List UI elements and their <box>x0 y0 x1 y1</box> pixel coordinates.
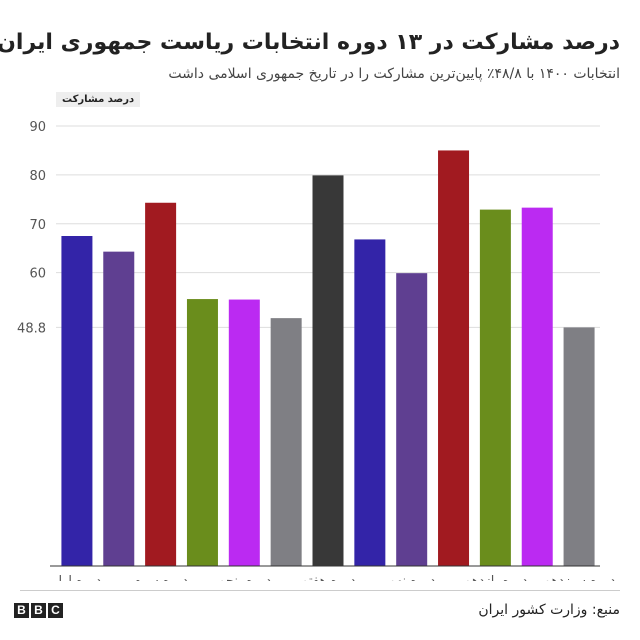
bar <box>438 150 470 566</box>
y-tick-label: 70 <box>29 218 46 233</box>
logo-letter: B <box>31 603 46 618</box>
x-tick-label: دوره سیزدهم <box>543 574 616 589</box>
chart-subtitle: انتخابات ۱۴۰۰ با ۴۸/۸٪ پایین‌ترین مشارکت… <box>168 66 620 82</box>
source-note: منبع: وزارت کشور ایران <box>478 602 620 618</box>
bbc-logo: B B C <box>14 603 63 618</box>
bar <box>145 202 177 566</box>
chart-title: درصد مشارکت در ۱۳ دوره انتخابات ریاست جم… <box>0 30 620 55</box>
bar <box>312 175 344 566</box>
bar <box>396 273 428 566</box>
y-tick-label: 90 <box>29 120 46 135</box>
bar <box>479 209 511 566</box>
bar <box>354 239 386 566</box>
bar <box>521 207 553 566</box>
x-tick-label: دوره یازدهم <box>463 574 528 589</box>
y-axis-label: درصد مشارکت <box>56 92 141 107</box>
y-tick-label: 80 <box>29 169 46 184</box>
x-tick-label: دوره پنجم <box>217 574 271 589</box>
x-tick-label: دوره نهم <box>388 574 436 589</box>
footer-divider <box>20 590 620 591</box>
x-tick-label: دوره هفتم <box>300 574 356 589</box>
bar <box>61 236 93 566</box>
bar <box>270 318 302 566</box>
bar <box>228 299 260 566</box>
bar <box>186 299 218 566</box>
x-tick-label: دوره سوم <box>133 574 188 589</box>
y-tick-label: 60 <box>29 267 46 282</box>
x-tick-label: دوره اول <box>53 574 102 589</box>
logo-letter: C <box>48 603 63 618</box>
bar <box>103 251 135 566</box>
y-tick-label: 48.8 <box>17 321 46 336</box>
logo-letter: B <box>14 603 29 618</box>
bar <box>563 327 595 566</box>
